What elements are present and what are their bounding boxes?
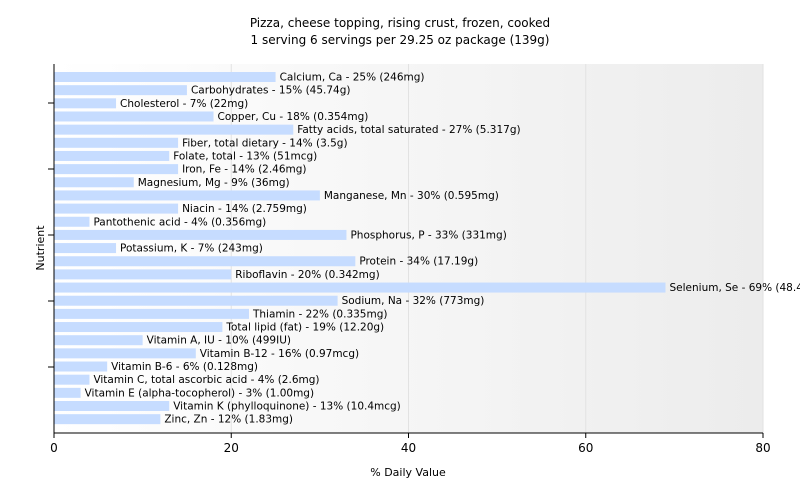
bar-11 [54, 203, 179, 214]
x-tick-label-40: 40 [401, 441, 416, 455]
bar-5 [54, 124, 294, 135]
bar-7 [54, 150, 170, 161]
bar-6 [54, 137, 179, 148]
bar-label-25: Vitamin E (alpha-tocopherol) - 3% (1.00m… [85, 387, 315, 399]
chart-subtitle: 1 serving 6 servings per 29.25 oz packag… [251, 33, 550, 47]
bar-26 [54, 401, 170, 411]
bar-label-8: Iron, Fe - 14% (2.46mg) [182, 164, 306, 176]
bar-17 [54, 282, 666, 293]
bar-label-10: Manganese, Mn - 30% (0.595mg) [324, 190, 499, 202]
bar-label-3: Cholesterol - 7% (22mg) [120, 98, 248, 110]
bar-10 [54, 190, 320, 201]
x-axis-title: % Daily Value [370, 466, 446, 479]
bar-label-15: Protein - 34% (17.19g) [359, 256, 478, 268]
bar-27 [54, 414, 161, 425]
bar-label-13: Phosphorus, P - 33% (331mg) [350, 229, 506, 241]
bar-15 [54, 256, 356, 267]
bar-label-17: Selenium, Se - 69% (48.4mcg) [670, 282, 800, 294]
bar-label-7: Folate, total - 13% (51mcg) [173, 150, 317, 162]
bar-label-20: Total lipid (fat) - 19% (12.20g) [225, 322, 384, 334]
bar-3 [54, 98, 117, 109]
x-tick-label-20: 20 [224, 441, 239, 455]
bar-19 [54, 308, 249, 319]
bar-label-6: Fiber, total dietary - 14% (3.5g) [182, 137, 347, 149]
bar-label-22: Vitamin B-12 - 16% (0.97mcg) [200, 348, 359, 360]
bar-13 [54, 229, 347, 240]
bar-20 [54, 322, 223, 333]
bar-18 [54, 295, 338, 306]
bar-4 [54, 111, 214, 122]
bar-label-9: Magnesium, Mg - 9% (36mg) [138, 177, 290, 189]
chart-title: Pizza, cheese topping, rising crust, fro… [250, 16, 550, 30]
bar-12 [54, 216, 90, 227]
bar-24 [54, 374, 90, 385]
bar-label-5: Fatty acids, total saturated - 27% (5.31… [297, 124, 520, 136]
bar-23 [54, 361, 108, 372]
bar-9 [54, 177, 134, 188]
bar-2 [54, 85, 187, 96]
bar-label-23: Vitamin B-6 - 6% (0.128mg) [111, 361, 258, 373]
bar-21 [54, 335, 143, 346]
bar-label-27: Zinc, Zn - 12% (1.83mg) [164, 414, 293, 426]
bar-labels: Calcium, Ca - 25% (246mg)Carbohydrates -… [85, 72, 800, 426]
bars [54, 72, 666, 425]
bar-label-4: Copper, Cu - 18% (0.354mg) [218, 111, 369, 123]
x-tick-label-80: 80 [755, 441, 770, 455]
bar-22 [54, 348, 196, 359]
x-tick-label-60: 60 [578, 441, 593, 455]
bar-14 [54, 243, 117, 254]
bar-16 [54, 269, 232, 280]
bar-8 [54, 164, 179, 175]
bar-label-18: Sodium, Na - 32% (773mg) [342, 295, 485, 307]
x-tick-labels: 0 20 40 60 80 [50, 433, 771, 455]
bar-label-14: Potassium, K - 7% (243mg) [120, 243, 263, 255]
bar-label-24: Vitamin C, total ascorbic acid - 4% (2.6… [93, 374, 319, 386]
bar-label-1: Calcium, Ca - 25% (246mg) [280, 72, 425, 84]
bar-label-11: Niacin - 14% (2.759mg) [182, 203, 307, 215]
bar-label-2: Carbohydrates - 15% (45.74g) [191, 85, 351, 97]
bar-label-19: Thiamin - 22% (0.335mg) [252, 308, 388, 320]
bar-label-16: Riboflavin - 20% (0.342mg) [235, 269, 379, 281]
x-tick-label-0: 0 [50, 441, 58, 455]
bar-label-12: Pantothenic acid - 4% (0.356mg) [93, 216, 266, 228]
bar-label-26: Vitamin K (phylloquinone) - 13% (10.4mcg… [173, 401, 401, 413]
bar-1 [54, 72, 276, 82]
bar-label-21: Vitamin A, IU - 10% (499IU) [147, 335, 291, 347]
bar-25 [54, 387, 81, 398]
y-axis-title: Nutrient [34, 225, 47, 271]
